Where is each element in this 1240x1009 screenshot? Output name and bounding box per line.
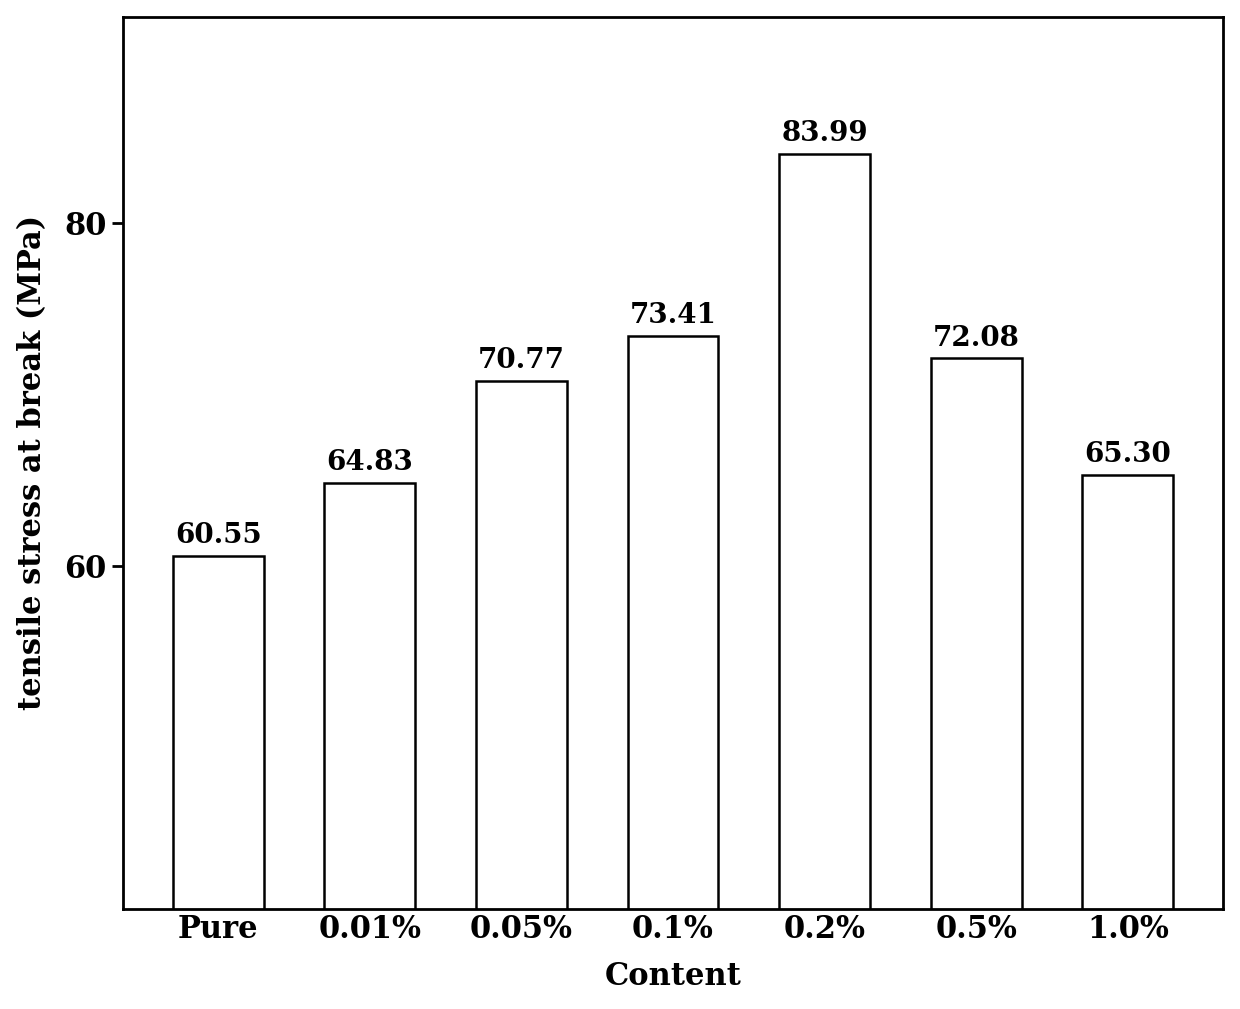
Y-axis label: tensile stress at break (MPa): tensile stress at break (MPa): [16, 215, 47, 710]
Text: 65.30: 65.30: [1085, 441, 1172, 468]
Bar: [172, 556, 264, 1009]
Text: 72.08: 72.08: [932, 325, 1019, 351]
Bar: [779, 154, 870, 1009]
X-axis label: Content: Content: [605, 962, 742, 992]
Text: 60.55: 60.55: [175, 523, 262, 549]
Bar: [1083, 475, 1173, 1009]
Bar: [476, 381, 567, 1009]
Bar: [325, 483, 415, 1009]
Text: 73.41: 73.41: [630, 302, 717, 329]
Text: 83.99: 83.99: [781, 120, 868, 147]
Text: 64.83: 64.83: [326, 449, 413, 476]
Bar: [627, 336, 718, 1009]
Bar: [931, 358, 1022, 1009]
Text: 70.77: 70.77: [477, 347, 565, 374]
